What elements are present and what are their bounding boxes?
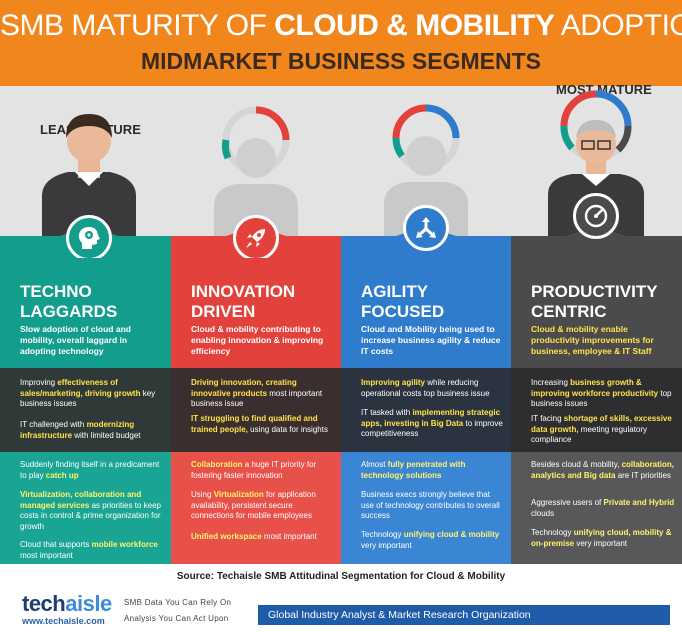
issue-item: IT struggling to find qualified and trai… [191, 414, 328, 434]
priority-item: Almost fully penetrated with technology … [361, 460, 466, 480]
segment-title: TECHNO LAGGARDS [20, 282, 118, 321]
priorities-panel: Besides cloud & mobility, collaboration,… [511, 452, 682, 564]
priorities-panel: Collaboration a huge IT priority for fos… [171, 452, 341, 564]
page-subtitle: MIDMARKET BUSINESS SEGMENTS [141, 48, 541, 74]
segment-subtitle: Cloud and Mobility being used to increas… [361, 324, 501, 356]
priority-item: Technology unifying cloud & mobility ver… [361, 530, 500, 550]
speedometer-icon [573, 193, 619, 239]
segment-subtitle: Slow adoption of cloud and mobility, ove… [20, 324, 131, 356]
issue-item: Improving effectiveness of sales/marketi… [20, 378, 156, 408]
gear-head-icon [66, 215, 112, 261]
business-issues-panel: Driving innovation, creating innovative … [171, 368, 341, 452]
segment-agility-focused: AGILITY FOCUSED Cloud and Mobility being … [341, 258, 511, 564]
segment-innovation-driven: INNOVATION DRIVEN Cloud & mobility contri… [171, 258, 341, 564]
business-issues-panel: Improving agility while reducing operati… [341, 368, 511, 452]
issue-item: IT challenged with modernizing infrastru… [20, 420, 141, 440]
header-banner: SMB MATURITY OF CLOUD & MOBILITY ADOPTIO… [0, 0, 682, 86]
tagline-1: SMB Data You Can Rely On [124, 598, 232, 607]
page-title: SMB MATURITY OF CLOUD & MOBILITY ADOPTIO… [0, 9, 682, 42]
segment-productivity-centric: PRODUCTIVITY CENTRIC Cloud & mobility ena… [511, 258, 682, 564]
segment-subtitle: Cloud & mobility enable productivity imp… [531, 324, 654, 356]
direction-arrows-icon [403, 205, 449, 251]
segment-subtitle: Cloud & mobility contributing to enablin… [191, 324, 324, 356]
organization-banner: Global Industry Analyst & Market Researc… [258, 605, 670, 625]
avatar-productivity-centric [511, 90, 682, 258]
issue-item: IT facing shortage of skills, excessive … [531, 414, 672, 444]
source-note: Source: Techaisle SMB Attitudinal Segmen… [176, 571, 506, 582]
segment-title-box: PRODUCTIVITY CENTRIC Cloud & mobility ena… [511, 258, 682, 368]
issue-item: IT tasked with implementing strategic ap… [361, 408, 503, 438]
priority-item: Business execs strongly believe that use… [361, 490, 500, 520]
most-mature-label: MOST MATURE [556, 82, 652, 97]
priorities-panel: Suddenly finding itself in a predicament… [0, 452, 171, 564]
priority-item: Using Virtualization for application ava… [191, 490, 316, 520]
priority-item: Besides cloud & mobility, collaboration,… [531, 460, 675, 480]
segment-title-box: INNOVATION DRIVEN Cloud & mobility contri… [171, 258, 341, 368]
issue-item: Driving innovation, creating innovative … [191, 378, 323, 408]
segment-title: PRODUCTIVITY CENTRIC [531, 282, 658, 321]
segment-title-box: AGILITY FOCUSED Cloud and Mobility being … [341, 258, 511, 368]
rocket-icon [233, 215, 279, 261]
priority-item: Aggressive users of Private and Hybrid c… [531, 498, 675, 518]
priority-item: Technology unifying cloud, mobility & on… [531, 528, 672, 548]
business-issues-panel: Improving effectiveness of sales/marketi… [0, 368, 171, 452]
segment-title: AGILITY FOCUSED [361, 282, 445, 321]
priorities-panel: Almost fully penetrated with technology … [341, 452, 511, 564]
priority-item: Unified workspace most important [191, 532, 317, 541]
priority-item: Collaboration a huge IT priority for fos… [191, 460, 317, 480]
techaisle-logo: techaisle [22, 591, 112, 616]
issue-item: Increasing business growth & improving w… [531, 378, 672, 408]
priority-item: Cloud that supports mobile workforce mos… [20, 540, 158, 560]
issue-item: Improving agility while reducing operati… [361, 378, 490, 398]
tagline-2: Analysis You Can Act Upon [124, 614, 229, 623]
segment-title-box: TECHNO LAGGARDS Slow adoption of cloud an… [0, 258, 171, 368]
segment-techno-laggards: TECHNO LAGGARDS Slow adoption of cloud an… [0, 258, 171, 564]
priority-item: Suddenly finding itself in a predicament… [20, 460, 160, 480]
website-link[interactable]: www.techaisle.com [22, 616, 105, 626]
priority-item: Virtualization, collaboration and manage… [20, 490, 161, 531]
segment-title: INNOVATION DRIVEN [191, 282, 296, 321]
business-issues-panel: Increasing business growth & improving w… [511, 368, 682, 452]
